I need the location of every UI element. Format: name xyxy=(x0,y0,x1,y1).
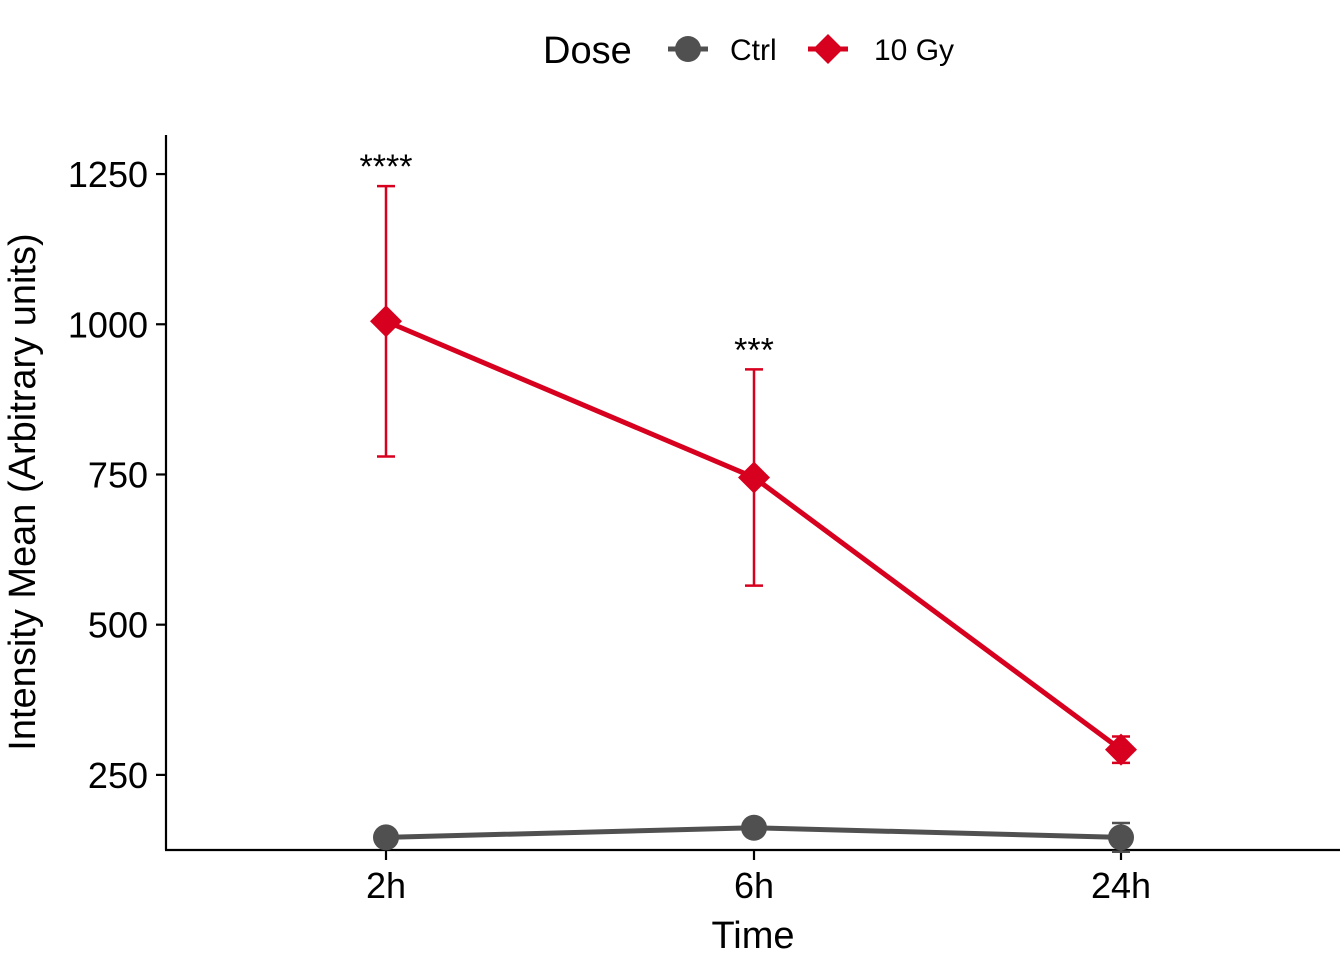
legend-item-10gy: 10 Gy xyxy=(808,34,954,67)
legend: Dose Ctrl 10 Gy xyxy=(543,30,954,72)
legend-label-ctrl: Ctrl xyxy=(730,34,777,67)
y-axis-title: Intensity Mean (Arbitrary units) xyxy=(2,233,44,750)
point-ctrl-24h xyxy=(1108,824,1134,851)
y-tick-label-1000: 1000 xyxy=(68,304,148,345)
legend-marker-10gy xyxy=(813,34,843,64)
y-tick-label-250: 250 xyxy=(88,755,148,796)
legend-marker-ctrl xyxy=(675,36,701,62)
x-axis-ticks: 2h 6h 24h xyxy=(366,850,1151,906)
x-tick-label-24h: 24h xyxy=(1091,865,1151,906)
x-tick-label-6h: 6h xyxy=(734,865,774,906)
legend-label-10gy: 10 Gy xyxy=(874,34,954,67)
series-10gy xyxy=(370,184,1137,766)
point-10gy-2h xyxy=(370,305,402,338)
y-tick-label-1250: 1250 xyxy=(68,154,148,195)
y-tick-label-500: 500 xyxy=(88,605,148,646)
x-tick-label-2h: 2h xyxy=(366,865,406,906)
x-axis-title: Time xyxy=(711,915,794,957)
significance-label-2h: **** xyxy=(360,148,413,186)
y-tick-label-750: 750 xyxy=(88,454,148,495)
legend-item-ctrl: Ctrl xyxy=(668,34,777,67)
significance-label-6h: *** xyxy=(734,331,774,369)
series-ctrl xyxy=(373,814,1134,854)
point-ctrl-2h xyxy=(373,824,399,851)
point-ctrl-6h xyxy=(741,814,767,841)
point-10gy-6h xyxy=(738,461,770,494)
point-10gy-24h xyxy=(1105,733,1137,766)
y-axis-ticks: 250 500 750 1000 1250 xyxy=(68,154,166,796)
plot-area: ******* xyxy=(360,148,1137,854)
legend-title: Dose xyxy=(543,30,632,72)
